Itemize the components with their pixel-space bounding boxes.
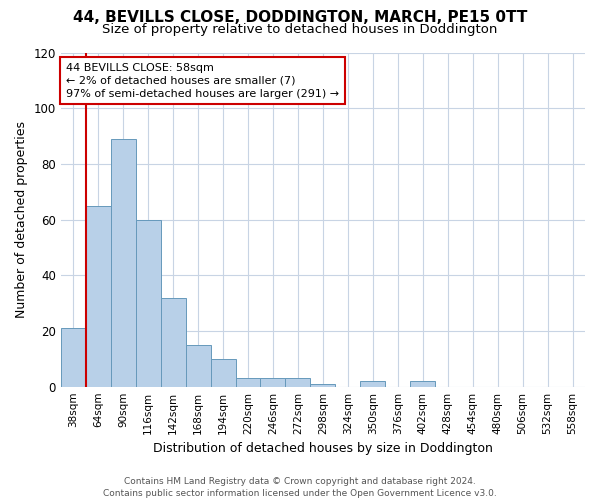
Bar [161, 298, 185, 386]
Text: 44, BEVILLS CLOSE, DODDINGTON, MARCH, PE15 0TT: 44, BEVILLS CLOSE, DODDINGTON, MARCH, PE… [73, 10, 527, 25]
Bar [86, 206, 111, 386]
Bar [236, 378, 260, 386]
Bar [286, 378, 310, 386]
Bar [136, 220, 161, 386]
Bar [410, 381, 435, 386]
Text: Size of property relative to detached houses in Doddington: Size of property relative to detached ho… [103, 22, 497, 36]
Bar [111, 139, 136, 386]
Bar [185, 345, 211, 387]
Bar [260, 378, 286, 386]
Text: 44 BEVILLS CLOSE: 58sqm
← 2% of detached houses are smaller (7)
97% of semi-deta: 44 BEVILLS CLOSE: 58sqm ← 2% of detached… [66, 62, 339, 99]
X-axis label: Distribution of detached houses by size in Doddington: Distribution of detached houses by size … [153, 442, 493, 455]
Bar [361, 381, 385, 386]
Bar [310, 384, 335, 386]
Text: Contains HM Land Registry data © Crown copyright and database right 2024.
Contai: Contains HM Land Registry data © Crown c… [103, 476, 497, 498]
Bar [211, 359, 236, 386]
Y-axis label: Number of detached properties: Number of detached properties [15, 121, 28, 318]
Bar [61, 328, 86, 386]
